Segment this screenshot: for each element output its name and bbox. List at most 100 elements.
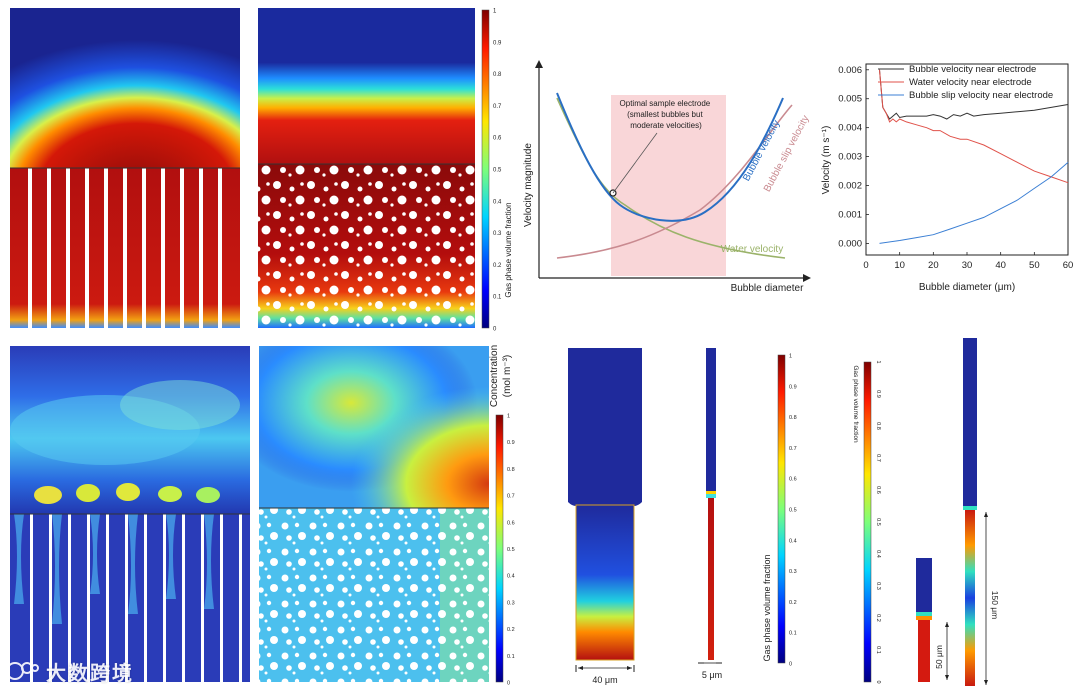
colorbar-a-tick-label: 0.7 — [493, 104, 502, 110]
legend-water: Water velocity near electrode — [909, 77, 1032, 88]
dim-40um: 40 μm — [592, 675, 617, 685]
y-tick-label: 0.003 — [838, 152, 862, 163]
colorbar-b-tick-label: 0.4 — [507, 574, 515, 580]
bubble-velocity-curve — [556, 92, 784, 222]
dim-50um: 50 μm — [934, 645, 944, 669]
y-tick-label: 0.004 — [838, 123, 862, 134]
colorbar-a-tick-label: 0.2 — [493, 263, 502, 269]
panel-channel-5um: 5 μm — [698, 348, 722, 680]
colorbar-label-gas-fraction-mid: Gas phase volume fraction — [762, 554, 772, 661]
legend-bubble: Bubble velocity near electrode — [909, 64, 1036, 75]
colorbar-c-tick-label: 0.7 — [789, 446, 797, 452]
colorbar-a-tick-label: 1 — [493, 9, 497, 15]
panel-fin-concentration — [10, 346, 250, 682]
colorbar-d-tick-label: 0.5 — [875, 518, 881, 526]
colorbar-a-tick-label: 0.3 — [493, 231, 502, 237]
schematic-ylabel: Velocity magnitude — [523, 143, 534, 227]
watermark: 大数跨境 — [6, 655, 156, 687]
colorbar-b-tick-label: 0.3 — [507, 600, 515, 606]
colorbar-label-gas-fraction-right: Gas phase volume fraction — [852, 365, 859, 443]
y-tick-label: 0.000 — [838, 238, 862, 249]
colorbar-c-tick-label: 1 — [789, 354, 792, 360]
colorbar-label-gas-fraction-top: Gas phase volume fraction — [504, 202, 513, 297]
colorbar-gas-fraction-mid: 0 0.1 0.2 0.3 0.4 0.5 0.6 0.7 0.8 0.9 1 Gas phase … — [762, 354, 797, 668]
colorbar-gas-fraction-right: 0 0.1 0.2 0.3 0.4 0.5 0.6 0.7 0.8 0.9 1 Gas phase … — [852, 360, 881, 683]
colorbar-b-tick-label: 0.9 — [507, 440, 515, 446]
y-tick-label: 0.002 — [838, 181, 862, 192]
dim-150um: 150 μm — [990, 591, 1000, 620]
y-tick-label: 0.005 — [838, 94, 862, 105]
panel-channel-40um: 40 μm — [568, 348, 642, 685]
colorbar-gas-fraction-top: 0 0.1 0.2 0.3 0.4 0.5 0.6 0.7 0.8 0.9 1 Gas phase … — [481, 9, 513, 333]
y-tick-label: 0.006 — [838, 65, 862, 76]
optimal-annotation: Optimal sample electrode (smallest bubbl… — [620, 99, 713, 130]
chart-legend: Bubble velocity near electrode Water vel… — [878, 64, 1053, 101]
colorbar-b-tick-label: 0 — [507, 681, 510, 687]
velocity-line-chart: 0 10 20 30 40 50 60 0.000 0.001 0.002 0.003 0.004 0.… — [821, 63, 1074, 293]
series-line-1 — [879, 69, 1069, 184]
x-tick-label: 10 — [894, 260, 905, 271]
colorbar-b-tick-label: 0.6 — [507, 520, 515, 526]
concentration-label: Concentration — [489, 345, 500, 407]
x-tick-label: 20 — [928, 260, 939, 271]
colorbar-b-tick-label: 1 — [507, 414, 510, 420]
colorbar-d-tick-label: 0.8 — [875, 422, 881, 430]
colorbar-a-tick-label: 0.5 — [493, 168, 502, 174]
colorbar-b-tick-label: 0.7 — [507, 494, 515, 500]
colorbar-d-tick-label: 0.6 — [875, 486, 881, 494]
colorbar-d-tick-label: 0.7 — [875, 454, 881, 462]
colorbar-c-tick-label: 0.3 — [789, 569, 797, 575]
colorbar-a-tick-label: 0.6 — [493, 136, 502, 142]
colorbar-d-tick-label: 1 — [875, 360, 881, 363]
panel-fin-gas-fraction — [10, 8, 240, 328]
x-tick-label: 30 — [962, 260, 973, 271]
panel-porous-concentration — [259, 346, 489, 682]
colorbar-d-tick-label: 0.9 — [875, 390, 881, 398]
panel-porous-gas-fraction — [258, 8, 475, 328]
chart-xlabel: Bubble diameter (μm) — [919, 282, 1015, 293]
chart-ylabel: Velocity (m s⁻¹) — [821, 126, 832, 195]
panel-channel-150um: 150 μm — [963, 338, 1000, 686]
optimal-band — [611, 95, 726, 276]
colorbar-c-tick-label: 0.8 — [789, 415, 797, 421]
colorbar-b-tick-label: 0.8 — [507, 467, 515, 473]
x-tick-label: 50 — [1029, 260, 1040, 271]
colorbar-c-tick-label: 0.6 — [789, 477, 797, 483]
colorbar-a-tick-label: 0.4 — [493, 199, 502, 205]
colorbar-c-tick-label: 0.4 — [789, 538, 797, 544]
dim-5um: 5 μm — [702, 670, 722, 680]
fin-plates — [28, 168, 222, 328]
colorbar-d-tick-label: 0.1 — [875, 646, 881, 654]
x-tick-label: 0 — [863, 260, 868, 271]
concentration-unit: (mol m⁻³) — [502, 355, 513, 398]
colorbar-c-tick-label: 0.2 — [789, 600, 797, 606]
colorbar-b-tick-label: 0.2 — [507, 627, 515, 633]
schematic-velocity-plot: Velocity magnitude Bubble diameter Optim… — [523, 60, 812, 294]
annotation-line-2: (smallest bubbles but — [627, 110, 703, 119]
y-tick-label: 0.001 — [838, 209, 862, 220]
colorbar-c-tick-label: 0.1 — [789, 631, 797, 637]
annotation-line-1: Optimal sample electrode — [620, 99, 711, 108]
colorbar-a-tick-label: 0.8 — [493, 72, 502, 78]
colorbar-c-tick-label: 0.5 — [789, 508, 797, 514]
colorbar-d-tick-label: 0 — [875, 680, 881, 683]
colorbar-d-tick-label: 0.2 — [875, 614, 881, 622]
series-line-2 — [879, 162, 1069, 244]
colorbar-b-tick-label: 0.5 — [507, 547, 515, 553]
colorbar-b-tick-label: 0.1 — [507, 654, 515, 660]
colorbar-c-tick-label: 0.9 — [789, 384, 797, 390]
x-tick-label: 60 — [1063, 260, 1074, 271]
colorbar-a-tick-label: 0.9 — [493, 40, 502, 46]
annotation-line-3: moderate velocities) — [630, 121, 702, 130]
panel-channel-50um: 50 μm — [916, 558, 949, 682]
colorbar-d-tick-label: 0.3 — [875, 582, 881, 590]
watermark-logo-icon — [6, 662, 39, 680]
series-line-0 — [879, 69, 1069, 120]
watermark-text: 大数跨境 — [46, 662, 134, 685]
colorbar-d-tick-label: 0.4 — [875, 550, 881, 558]
colorbar-c-tick-label: 0 — [789, 662, 792, 668]
slip-velocity-curve — [556, 104, 793, 259]
colorbar-a-tick-label: 0.1 — [493, 295, 502, 301]
colorbar-a-tick-label: 0 — [493, 327, 497, 333]
